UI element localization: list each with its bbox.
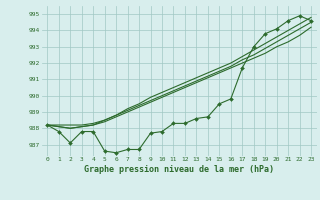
X-axis label: Graphe pression niveau de la mer (hPa): Graphe pression niveau de la mer (hPa) (84, 165, 274, 174)
